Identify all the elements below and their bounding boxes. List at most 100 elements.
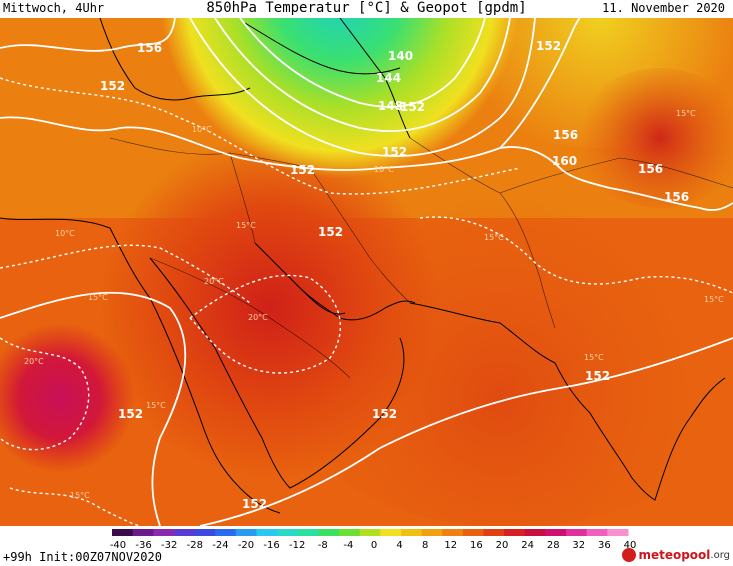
caspian-west (244, 22, 401, 75)
run-info: +99h Init:00Z07NOV2020 (3, 550, 162, 564)
colorbar-tick-label: 36 (598, 540, 611, 550)
colorbar-tick-label: -32 (161, 540, 177, 550)
colorbar-tick-label: -8 (318, 540, 328, 550)
colorbar-tick-label: 20 (496, 540, 509, 550)
temp-label: 20°C (24, 357, 44, 366)
colorbar-tick-label: 12 (444, 540, 457, 550)
temp-label: 15°C (584, 353, 604, 362)
footer: -40 -36 -32 -28 -24 -20 -16 -12 -8 -4 0 4 8 12 16 20 24 2… (0, 526, 733, 566)
isotherm-15-west (0, 244, 251, 304)
colorbar-tick-label: -40 (110, 540, 126, 550)
temp-label: 15°C (484, 233, 504, 242)
brand-logo[interactable]: meteopool .org (622, 546, 730, 564)
colorbar-tick-label: -36 (135, 540, 151, 550)
colorbar-swatch (483, 529, 505, 536)
colorbar-swatch (524, 529, 546, 536)
india-coast (409, 302, 726, 501)
weather-map: 156 152 140 144 148 152 152 152 152 156 … (0, 18, 733, 526)
temp-label: 15°C (236, 221, 256, 230)
temp-label: 15°C (146, 401, 166, 410)
border-himalaya (499, 157, 733, 194)
contour-152-south (199, 337, 733, 526)
colorbar-swatch (318, 529, 340, 536)
border-pakistan (409, 137, 556, 329)
colorbar-swatch (297, 529, 319, 536)
valid-day: Mittwoch, 4Uhr (3, 1, 105, 15)
colorbar-swatch (112, 529, 134, 536)
contour-label: 152 (118, 407, 143, 421)
contour-label: 160 (552, 154, 577, 168)
contour-labels: 156 152 140 144 148 152 152 152 152 156 … (100, 39, 689, 511)
contour-inner-2 (214, 18, 511, 132)
border-iraq (229, 152, 256, 244)
colorbar-swatch (400, 529, 423, 536)
colorbar-swatch (421, 529, 443, 536)
colorbar: -40 -36 -32 -28 -24 -20 -16 -12 -8 -4 0 4 8 12 16 20 24 2… (110, 529, 637, 550)
brand-name: meteopool (638, 548, 711, 562)
contour-label: 152 (372, 407, 397, 421)
colorbar-tick-label: -4 (343, 540, 353, 550)
contour-label: 156 (638, 162, 663, 176)
colorbar-tick-label: -28 (187, 540, 203, 550)
temperature-tibet (575, 68, 733, 208)
valid-date: 11. November 2020 (602, 1, 725, 15)
isotherm-10 (0, 77, 521, 195)
isotherm-15-south (9, 487, 141, 526)
colorbar-tick-label: 8 (422, 540, 428, 550)
contour-152-north (0, 18, 581, 171)
temp-label: 15°C (704, 295, 724, 304)
contour-label: 156 (664, 190, 689, 204)
contour-label: 144 (376, 71, 401, 85)
contour-156-west (0, 18, 176, 52)
border-saudi (149, 257, 351, 379)
temp-label: 15°C (676, 109, 696, 118)
contour-label: 152 (318, 225, 343, 239)
temperature-arabia (80, 138, 460, 478)
contour-label: 152 (242, 497, 267, 511)
temp-label: 10°C (374, 165, 394, 174)
contour-label: 152 (382, 145, 407, 159)
colorbar-swatch (607, 529, 629, 536)
colorbar-tick-label: 0 (371, 540, 377, 550)
contour-label: 152 (400, 100, 425, 114)
colorbar-tick-label: -16 (263, 540, 279, 550)
contour-label: 156 (553, 128, 578, 142)
caspian-east (339, 18, 411, 139)
temp-label: 20°C (248, 313, 268, 322)
colorbar-swatch (277, 529, 299, 536)
colorbar-swatch (235, 529, 257, 536)
colorbar-tick-label: -24 (212, 540, 228, 550)
brand-suffix: .org (710, 549, 730, 561)
colorbar-swatch (132, 529, 154, 536)
turkey-coast (99, 18, 251, 101)
brand-dot-icon (622, 548, 637, 562)
temp-label: 15°C (88, 293, 108, 302)
contour-156-tibet (499, 146, 733, 211)
colorbar-swatch (442, 529, 464, 536)
colorbar-tick-label: 16 (470, 540, 483, 550)
colorbar-tick-label: -20 (238, 540, 254, 550)
temp-label: 20°C (204, 277, 224, 286)
colorbar-swatches (112, 529, 629, 536)
contour-152-west (0, 291, 187, 526)
colorbar-swatch (339, 529, 361, 536)
coastlines (0, 18, 726, 514)
contour-label: 152 (585, 369, 610, 383)
contour-label: 152 (536, 39, 561, 53)
colorbar-swatch (153, 529, 175, 536)
colorbar-tick-label: -12 (289, 540, 305, 550)
colorbar-tick-label: 40 (624, 540, 637, 550)
colorbar-swatch (504, 529, 526, 536)
colorbar-swatch (256, 529, 278, 536)
isotherms (0, 77, 733, 526)
contour-label: 156 (137, 41, 162, 55)
temperature-labels: 10°C 10°C 15°C 15°C 20°C 20°C 15°C 20°C … (24, 109, 724, 500)
gulf-of-oman (299, 287, 416, 321)
colorbar-ticks: -40 -36 -32 -28 -24 -20 -16 -12 -8 -4 0 4 8 12 16 20 24 2… (110, 540, 637, 550)
colorbar-swatch (566, 529, 588, 536)
map-title: 850hPa Temperatur [°C] & Geopot [gpdm] (206, 0, 527, 16)
contour-label: 148 (378, 99, 403, 113)
colorbar-swatch (215, 529, 237, 536)
isotherm-15-india (419, 216, 733, 294)
colorbar-swatch (586, 529, 608, 536)
